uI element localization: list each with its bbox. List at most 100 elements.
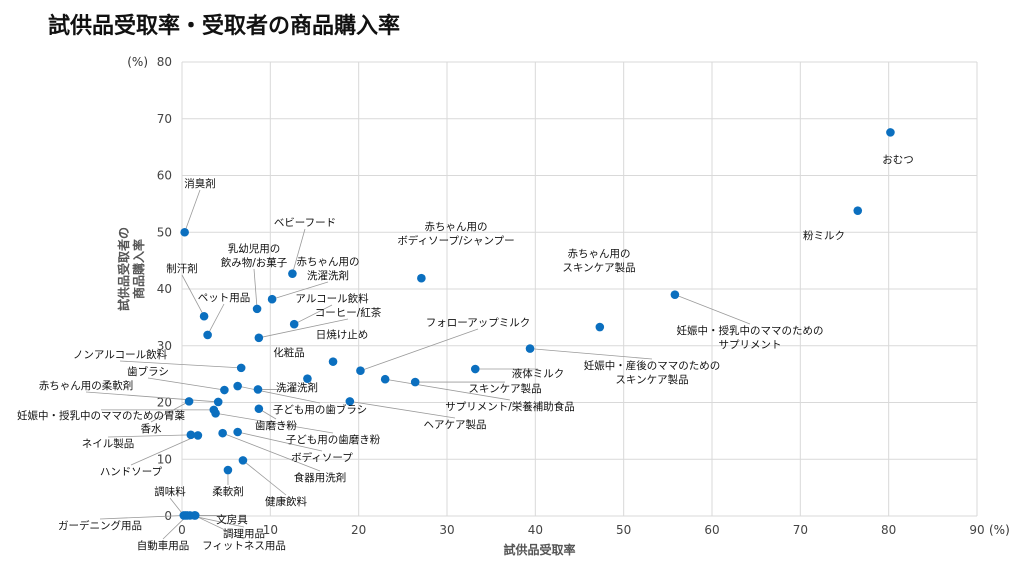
data-label: 香水 xyxy=(141,423,162,435)
data-label: 洗濯洗剤 xyxy=(276,381,318,394)
data-point xyxy=(303,374,312,383)
data-point xyxy=(853,206,863,215)
leader-line xyxy=(253,268,258,309)
data-point xyxy=(211,408,220,418)
data-label-line: サプリメント/栄養補助食品 xyxy=(445,400,575,413)
data-point xyxy=(525,344,535,353)
page-title: 試供品受取率・受取者の商品購入率 xyxy=(48,14,401,39)
leader-line xyxy=(385,378,511,401)
data-point xyxy=(886,128,895,137)
data-label-line: サプリメント xyxy=(719,339,782,351)
x-unit-label: (%) xyxy=(989,523,1010,537)
data-point xyxy=(203,330,212,340)
data-label-line: ガーデニング用品 xyxy=(58,519,142,532)
data-label-line: スキンケア製品 xyxy=(562,261,635,274)
data-point xyxy=(288,269,297,278)
data-label-line: 香水 xyxy=(141,423,162,435)
data-label-line: ハンドソープ xyxy=(100,466,163,478)
leader-line xyxy=(147,377,225,391)
y-tick-label: 30 xyxy=(157,339,172,353)
data-label-line: 歯磨き粉 xyxy=(255,419,297,432)
data-point xyxy=(328,357,338,366)
data-label-line: 妊娠中・授乳中のママのための胃薬 xyxy=(17,409,185,422)
data-point xyxy=(470,364,480,374)
data-point xyxy=(410,377,420,387)
data-point xyxy=(252,304,262,314)
data-label-line: アルコール飲料 xyxy=(295,292,369,305)
data-point xyxy=(199,311,209,321)
leader-line xyxy=(215,412,334,434)
leader-line xyxy=(294,304,333,325)
leader-line xyxy=(194,515,245,540)
data-point xyxy=(380,374,390,384)
data-label-line: 制汗剤 xyxy=(166,262,198,275)
data-label-line: 調理用品 xyxy=(223,527,265,540)
data-point xyxy=(180,227,189,237)
data-label-line: 赤ちゃん用の xyxy=(425,221,488,233)
leader-line xyxy=(184,189,201,233)
data-label-line: 日焼け止め xyxy=(316,329,369,341)
data-label-line: 飲み物/お菓子 xyxy=(221,256,288,269)
data-label-line: 洗濯洗剤 xyxy=(276,381,318,394)
data-label-line: 赤ちゃん用の xyxy=(297,256,360,268)
label-layer: おむつ粉ミルク妊娠中・授乳中のママのためのサプリメント赤ちゃん用のスキンケア製品… xyxy=(17,154,914,552)
data-label: 赤ちゃん用の柔軟剤 xyxy=(39,379,134,392)
data-label: 柔軟剤 xyxy=(212,485,244,498)
data-label: 液体ミルク xyxy=(512,367,565,380)
data-label-line: ヘアケア製品 xyxy=(424,418,487,431)
data-label: ネイル製品 xyxy=(82,437,135,450)
data-label-line: 子ども用の歯磨き粉 xyxy=(286,433,381,446)
grid-layer xyxy=(181,61,978,517)
point-layer xyxy=(179,128,895,520)
y-tick-label: 80 xyxy=(157,55,172,69)
x-tick-label: 30 xyxy=(439,523,454,537)
data-label-line: 赤ちゃん用の柔軟剤 xyxy=(39,379,134,392)
data-point xyxy=(356,366,365,376)
leader-line xyxy=(85,391,219,403)
data-label: サプリメント/栄養補助食品 xyxy=(445,400,575,413)
data-point xyxy=(670,290,680,299)
data-label: ガーデニング用品 xyxy=(58,519,142,532)
data-label-line: 赤ちゃん用の xyxy=(568,248,631,260)
x-tick-label: 40 xyxy=(528,523,543,537)
data-label: ボディソープ xyxy=(291,451,353,464)
y-tick-label: 10 xyxy=(157,452,172,466)
data-point xyxy=(220,385,229,395)
y-tick-label: 70 xyxy=(157,112,172,126)
data-label-line: 歯ブラシ xyxy=(127,365,169,378)
data-label-line: フィットネス用品 xyxy=(202,540,286,552)
data-label-line: 妊娠中・授乳中のママのための xyxy=(677,324,824,337)
data-label: 文房具 xyxy=(216,513,248,526)
data-label: ペット用品 xyxy=(198,292,251,304)
data-label-line: スキンケア製品 xyxy=(468,382,541,395)
data-label: 乳幼児用の飲み物/お菓子 xyxy=(221,242,288,269)
y-tick-label: 40 xyxy=(157,282,172,296)
data-label-line: ボディソープ xyxy=(291,451,353,464)
data-label: 妊娠中・授乳中のママのための胃薬 xyxy=(17,409,185,422)
x-tick-label: 10 xyxy=(263,523,278,537)
data-label-line: 食器用洗剤 xyxy=(294,471,347,484)
leader-line xyxy=(222,432,321,472)
data-label-line: 健康飲料 xyxy=(265,495,307,508)
data-label: 赤ちゃん用の洗濯洗剤 xyxy=(297,256,360,282)
data-point xyxy=(236,363,246,373)
data-label: 食器用洗剤 xyxy=(294,471,347,484)
leader-line xyxy=(529,348,653,360)
data-label-line: 自動車用品 xyxy=(137,539,190,552)
data-label-line: 洗濯洗剤 xyxy=(307,269,349,282)
data-point xyxy=(595,322,605,332)
data-label: 制汗剤 xyxy=(166,262,198,275)
data-label: 消臭剤 xyxy=(184,177,216,190)
leader-layer xyxy=(85,189,751,540)
data-label-line: ネイル製品 xyxy=(82,437,135,450)
data-label-line: 粉ミルク xyxy=(803,229,845,242)
leader-line xyxy=(150,401,190,423)
data-label-line: 子ども用の歯ブラシ xyxy=(273,403,367,416)
leader-line xyxy=(99,515,186,520)
leader-line xyxy=(292,228,306,274)
data-label: 自動車用品 xyxy=(137,539,190,552)
x-tick-label: 80 xyxy=(881,523,896,537)
data-label: フィットネス用品 xyxy=(202,540,286,552)
data-point xyxy=(254,404,264,414)
